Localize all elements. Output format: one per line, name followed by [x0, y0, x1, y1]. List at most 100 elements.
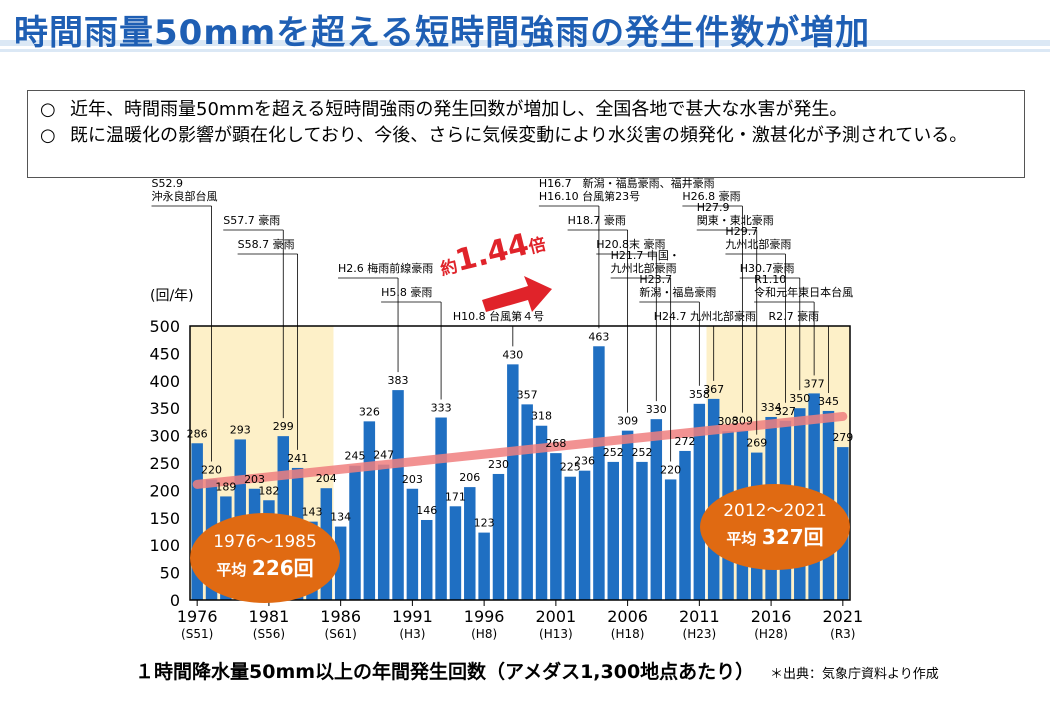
bar: [621, 430, 634, 600]
chart-caption: １時間降水量50mm以上の年間発生回数（アメダス1,300地点あたり）: [135, 661, 755, 683]
annotation-label: 関東・東北豪雨: [697, 213, 774, 227]
data-label: 463: [588, 330, 609, 343]
recent-range-label: 2012～2021: [723, 501, 827, 521]
data-label: 318: [531, 410, 552, 423]
bullet-mark: ○: [40, 125, 56, 146]
growth-arrow: [482, 276, 552, 312]
x-tick-label: 1981: [249, 607, 290, 626]
annotation-label: H10.8 台風第４号: [453, 309, 544, 323]
data-label: 334: [761, 401, 782, 414]
x-tick-label: 2001: [536, 607, 577, 626]
bar: [535, 425, 548, 600]
x-tick-label: 1986: [320, 607, 361, 626]
bar: [607, 461, 619, 600]
data-label: 350: [789, 392, 810, 405]
source-note: ＊出典：気象庁資料より作成: [770, 667, 939, 682]
annotation-label: 新潟・福島豪雨: [639, 285, 716, 299]
annotation-label: 九州北部豪雨: [611, 261, 677, 275]
data-label: 247: [373, 449, 394, 462]
data-label: 204: [316, 472, 337, 485]
data-label: 189: [215, 480, 236, 493]
summary-bullet: ○ 近年、時間雨量50mmを超える短時間強雨の発生回数が増加し、全国各地で甚大な…: [40, 97, 1012, 123]
data-label: 230: [488, 458, 509, 471]
y-tick-label: 0: [170, 591, 180, 610]
x-tick-label: 1991: [392, 607, 433, 626]
annotation-label: R1.10: [754, 273, 786, 286]
data-label: 206: [459, 471, 480, 484]
annotation-label: S52.9: [152, 177, 183, 190]
bar: [521, 404, 533, 600]
bar: [464, 487, 476, 600]
early-average: 平均 226回: [190, 552, 340, 581]
bar: [435, 417, 447, 600]
bullet-text: 近年、時間雨量50mmを超える短時間強雨の発生回数が増加し、全国各地で甚大な水害…: [70, 99, 848, 120]
data-label: 220: [660, 463, 681, 476]
data-label: 225: [560, 461, 581, 474]
y-tick-label: 50: [160, 564, 180, 583]
y-tick-label: 300: [149, 427, 180, 446]
bar: [492, 473, 505, 600]
annotation-label: H20.8末 豪雨: [596, 237, 665, 251]
annotation-label: S57.7 豪雨: [223, 213, 280, 227]
bar: [334, 526, 347, 600]
data-label: 293: [230, 423, 251, 436]
data-label: 358: [689, 388, 710, 401]
early-range-label: 1976～1985: [213, 532, 317, 552]
bar: [349, 465, 361, 600]
data-label: 146: [416, 504, 437, 517]
annotation-label: H16.7 新潟・福島豪雨、福井豪雨: [539, 176, 715, 190]
trend-line: [192, 411, 848, 489]
y-axis-label: (回/年): [150, 288, 194, 304]
title-band: 時間雨量50mmを超える短時間強雨の発生件数が増加: [0, 0, 1050, 56]
annotation-label: H23.7: [639, 273, 672, 286]
title-stripe: [0, 40, 1050, 46]
x-tick-label: 2021: [822, 607, 863, 626]
data-label: 241: [287, 452, 308, 465]
annotation-label: H29.7: [725, 225, 758, 238]
recent-average-bubble: 2012～2021 平均 327回: [700, 484, 850, 570]
annotation-label: H27.9: [697, 201, 730, 214]
annotation-label: H5.8 豪雨: [381, 285, 432, 299]
y-tick-label: 350: [149, 399, 180, 418]
recent-average-prefix: 平均: [726, 530, 757, 548]
data-label: 309: [617, 415, 638, 428]
x-tick-era: (H23): [683, 627, 717, 641]
bar: [650, 419, 663, 600]
bar: [191, 443, 203, 600]
x-tick-label: 2011: [679, 607, 720, 626]
y-tick-label: 400: [149, 372, 180, 391]
data-label: 245: [345, 450, 366, 463]
bar: [507, 364, 519, 600]
data-label: 269: [746, 437, 767, 450]
bar: [377, 464, 390, 600]
x-tick-era: (H8): [471, 627, 497, 641]
bar: [363, 421, 376, 600]
annotation-label: H24.7 九州北部豪雨: [654, 309, 756, 323]
data-label: 309: [732, 415, 753, 428]
annotation-label: H16.10 台風第23号: [539, 189, 640, 203]
y-tick-label: 150: [149, 509, 180, 528]
bar: [421, 519, 433, 600]
annotation-label: R2.7 豪雨: [768, 309, 819, 323]
data-label: 203: [402, 473, 423, 486]
data-label: 220: [201, 463, 222, 476]
bar: [564, 476, 576, 600]
data-label: 286: [187, 427, 208, 440]
bar: [406, 488, 419, 600]
data-label: 236: [574, 455, 595, 468]
y-tick-label: 200: [149, 481, 180, 500]
bullet-text: 既に温暖化の影響が顕在化しており、今後、さらに気候変動により水災害の頻発化・激甚…: [70, 125, 968, 146]
bar: [449, 506, 462, 600]
bar: [707, 398, 720, 600]
x-tick-era: (H13): [539, 627, 573, 641]
bar: [392, 390, 404, 600]
data-label: 268: [545, 437, 566, 450]
early-average-prefix: 平均: [216, 561, 247, 579]
x-tick-era: (H28): [754, 627, 788, 641]
x-tick-label: 2016: [751, 607, 792, 626]
data-label: 345: [818, 395, 839, 408]
data-label: 143: [301, 506, 322, 519]
x-tick-label: 1996: [464, 607, 505, 626]
data-label: 252: [603, 446, 624, 459]
annotation-label: H18.7 豪雨: [568, 213, 626, 227]
